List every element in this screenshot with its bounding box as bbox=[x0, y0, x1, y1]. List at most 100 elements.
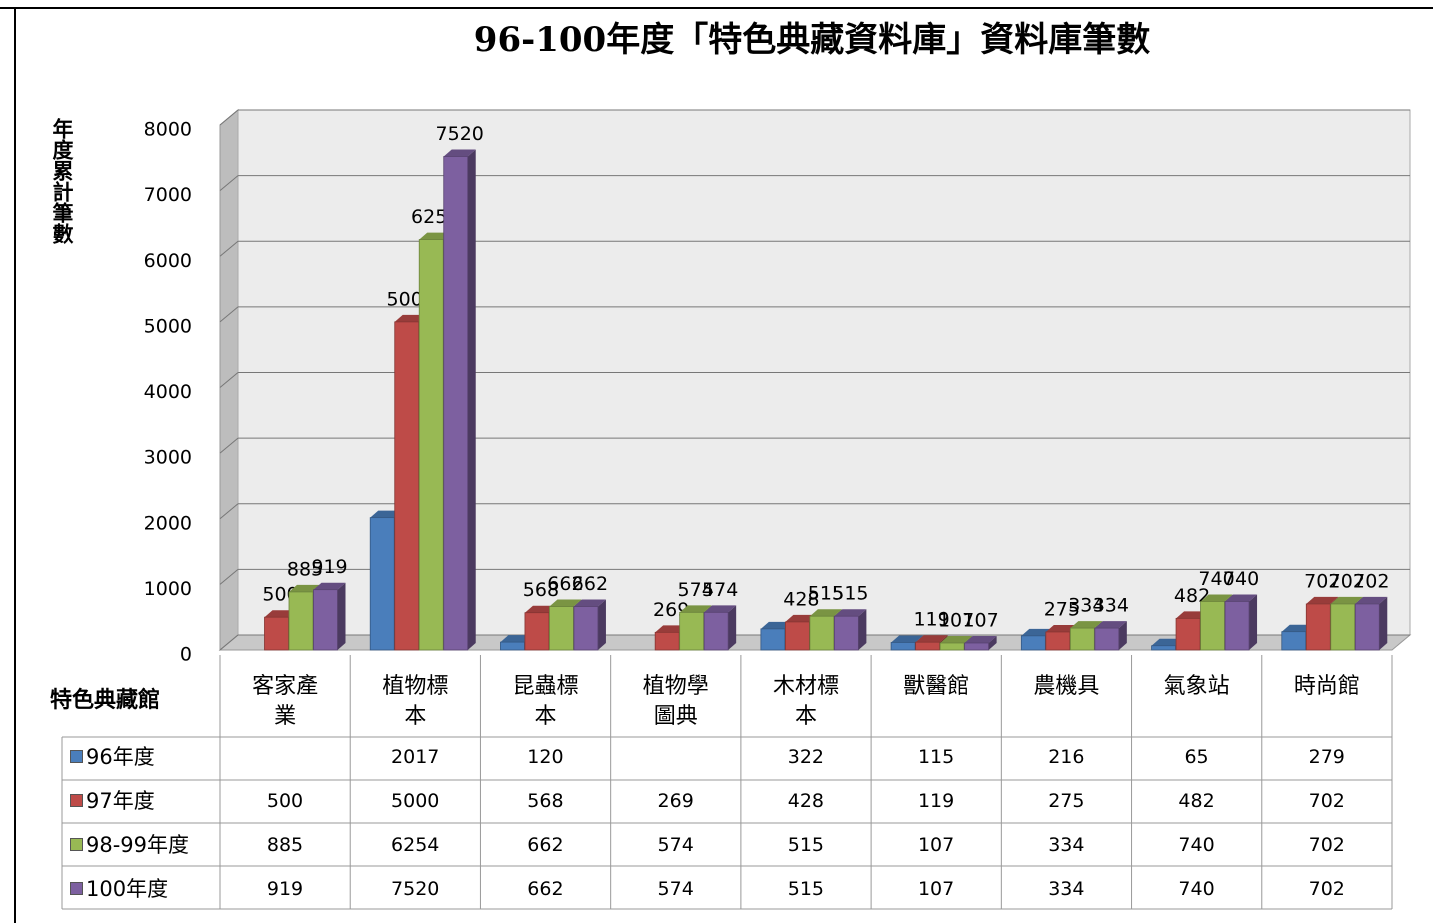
bar-face bbox=[1306, 596, 1339, 604]
table-cell: 119 bbox=[917, 790, 955, 812]
bar-face bbox=[679, 611, 705, 651]
bar-face bbox=[939, 642, 965, 651]
bar-face bbox=[1281, 631, 1307, 651]
chart-title: 96-100年度「特色典藏資料庫」資料庫筆數 bbox=[474, 20, 1150, 60]
category-label: 時尚館 bbox=[1293, 674, 1360, 699]
table-cell: 662 bbox=[527, 834, 564, 856]
bar-face bbox=[1330, 603, 1356, 651]
bar-face bbox=[313, 582, 346, 590]
bar bbox=[1354, 596, 1388, 651]
bar-face bbox=[1045, 631, 1071, 651]
grid-line-side bbox=[219, 503, 239, 520]
bar-face bbox=[784, 621, 810, 651]
table-cell: 216 bbox=[1048, 746, 1085, 768]
data-label: 428 bbox=[783, 588, 819, 610]
data-label: 107 bbox=[938, 609, 974, 631]
bar-face bbox=[1200, 601, 1225, 651]
bar bbox=[313, 582, 346, 651]
data-label: 334 bbox=[1068, 595, 1104, 617]
bar-face bbox=[1094, 627, 1120, 651]
bar-face bbox=[940, 635, 973, 643]
bar-face bbox=[1200, 594, 1233, 602]
bar-face bbox=[809, 609, 842, 617]
y-tick-label: 2000 bbox=[144, 512, 192, 534]
bar-face bbox=[988, 635, 997, 650]
table-cell: 2017 bbox=[391, 746, 440, 768]
table-cell: 115 bbox=[917, 746, 955, 768]
table-cell: 482 bbox=[1178, 790, 1215, 812]
bar-face bbox=[419, 232, 452, 240]
bar-face bbox=[443, 149, 476, 157]
bar-face bbox=[418, 239, 444, 651]
bar-face bbox=[1118, 621, 1127, 650]
grid-line-side bbox=[219, 306, 239, 323]
bar-face bbox=[500, 635, 533, 643]
y-tick-label: 6000 bbox=[144, 250, 192, 272]
bar-face bbox=[288, 591, 314, 651]
bar-face bbox=[467, 149, 476, 650]
table-cell: 7520 bbox=[391, 878, 440, 900]
y-tick-label: 3000 bbox=[144, 447, 192, 469]
table-cell: 5000 bbox=[391, 790, 440, 812]
data-label: 275 bbox=[1044, 598, 1080, 620]
table-cell: 269 bbox=[657, 790, 694, 812]
table-cell: 702 bbox=[1308, 834, 1345, 856]
data-label: 702 bbox=[1353, 570, 1389, 592]
table-cell: 574 bbox=[657, 878, 694, 900]
bar bbox=[1045, 624, 1078, 651]
legend-text: 98-99年度 bbox=[86, 833, 190, 857]
bar-face bbox=[915, 641, 941, 651]
bar-face bbox=[964, 635, 997, 643]
table-cell: 740 bbox=[1178, 834, 1215, 856]
bar-face bbox=[549, 599, 582, 607]
bar-face bbox=[1224, 601, 1250, 651]
bar-face bbox=[1045, 624, 1078, 632]
data-label: 119 bbox=[913, 609, 949, 631]
data-label: 662 bbox=[547, 573, 583, 595]
data-label: 740 bbox=[1198, 568, 1234, 590]
category-label: 獸醫館 bbox=[903, 674, 970, 699]
bar-face bbox=[1175, 617, 1201, 651]
table-cell: 515 bbox=[787, 834, 824, 856]
table-cell: 702 bbox=[1308, 790, 1345, 812]
table-cell: 65 bbox=[1184, 746, 1209, 768]
bar-face bbox=[760, 621, 793, 629]
bar-face bbox=[370, 510, 403, 518]
bar-face bbox=[1069, 627, 1095, 651]
data-label: 885 bbox=[287, 558, 323, 580]
grid-line-side bbox=[219, 634, 239, 651]
legend-text: 96年度 bbox=[86, 745, 155, 769]
bar bbox=[703, 605, 737, 651]
bar-face bbox=[264, 616, 289, 651]
legend-entry: 98-99年度 bbox=[70, 829, 189, 859]
grid-line-side bbox=[219, 175, 239, 192]
bar-face bbox=[1176, 611, 1209, 619]
legend-entry: 97年度 bbox=[70, 785, 155, 815]
bar-face bbox=[833, 615, 859, 651]
bar-face bbox=[704, 605, 737, 613]
bar-face bbox=[1070, 621, 1103, 629]
grid-line-side bbox=[219, 568, 239, 585]
bar bbox=[833, 609, 867, 651]
bar-face bbox=[500, 641, 525, 651]
table-cell: 885 bbox=[266, 834, 304, 856]
legend-swatch bbox=[70, 750, 83, 763]
table-cell: 334 bbox=[1048, 834, 1085, 856]
table-cell: 568 bbox=[527, 790, 564, 812]
data-label: 107 bbox=[962, 609, 998, 631]
bar-face bbox=[394, 314, 427, 322]
category-label: 植物標本 bbox=[382, 674, 449, 729]
table-cell: 6254 bbox=[391, 834, 440, 856]
data-label: 7520 bbox=[436, 123, 484, 145]
table-cell: 574 bbox=[657, 834, 694, 856]
bar bbox=[964, 635, 997, 651]
bar bbox=[443, 149, 476, 651]
bar-face bbox=[654, 631, 680, 651]
legend-swatch bbox=[70, 838, 83, 851]
bar-face bbox=[890, 642, 916, 651]
table-cell: 107 bbox=[917, 878, 955, 900]
table-cell: 120 bbox=[527, 746, 564, 768]
bar-face bbox=[1094, 621, 1127, 629]
bar-face bbox=[1379, 596, 1388, 650]
